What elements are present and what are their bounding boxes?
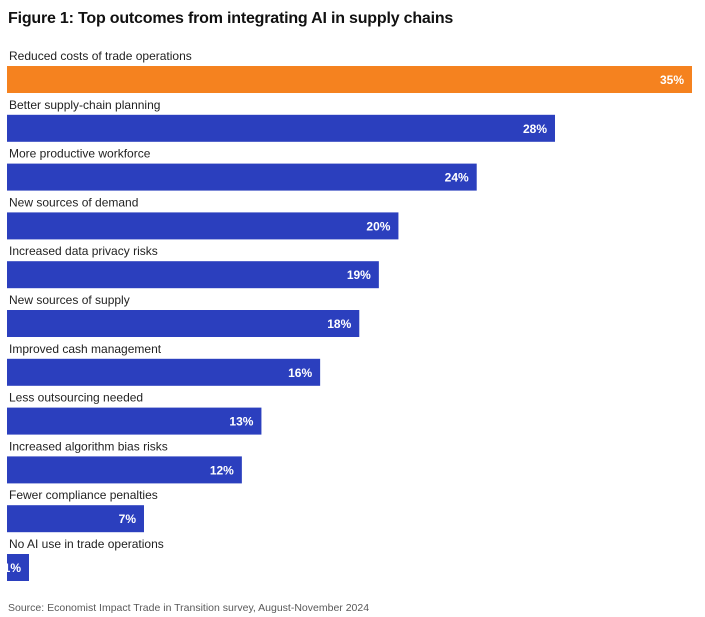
category-label: New sources of demand [9,195,138,209]
bar-value-label: 12% [210,463,234,477]
bar [7,163,477,191]
category-label: Less outsourcing needed [9,391,143,405]
bar-value-label: 28% [523,122,547,136]
bar-value-label: 7% [119,512,137,526]
category-label: Improved cash management [9,342,162,356]
category-label: No AI use in trade operations [9,537,164,551]
bar [7,212,399,240]
category-label: Better supply-chain planning [9,98,160,112]
bar-chart: Reduced costs of trade operations 35% Bett… [4,49,692,581]
category-label: Increased algorithm bias risks [9,439,168,453]
bar-value-label: 19% [347,268,371,282]
category-label: More productive workforce [9,147,151,161]
chart-title: Figure 1: Top outcomes from integrating … [8,10,454,27]
bar-value-label: 13% [229,415,253,429]
bar-value-label: 24% [445,171,469,185]
bar-value-label: 20% [366,219,390,233]
bar-value-label: 16% [288,366,312,380]
category-label: Increased data privacy risks [9,244,158,258]
bar [7,114,555,142]
bar [7,358,321,386]
source-note: Source: Economist Impact Trade in Transi… [8,602,370,614]
bar-value-label: 35% [660,73,684,87]
bar [7,554,29,581]
bar [7,66,692,93]
category-label: New sources of supply [9,293,130,307]
bar-value-label: 1% [4,561,22,575]
category-label: Reduced costs of trade operations [9,49,192,63]
bar [7,505,144,533]
bar-value-label: 18% [327,317,351,331]
category-label: Fewer compliance penalties [9,488,158,502]
bar [7,310,360,337]
bar [7,407,262,435]
bar [7,261,379,289]
bar [7,456,242,484]
